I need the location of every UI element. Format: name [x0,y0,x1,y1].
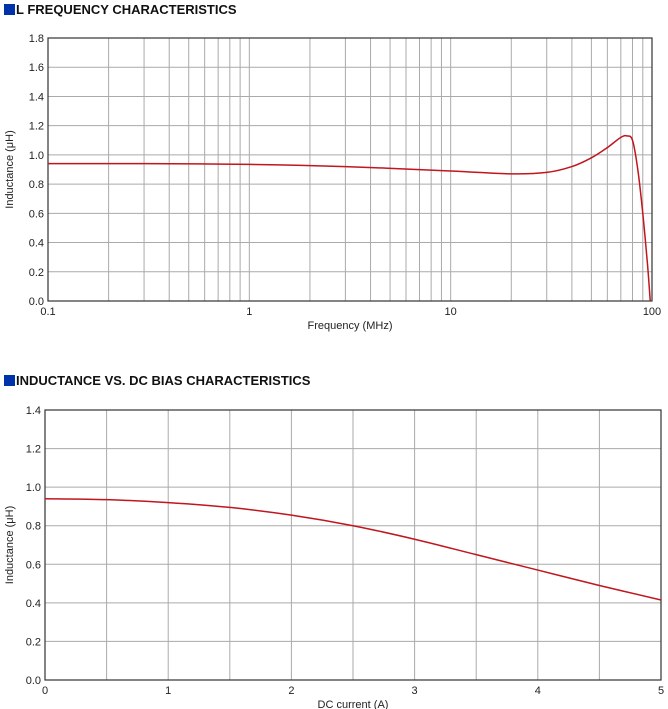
y-tick-label: 1.4 [26,405,41,417]
y-axis-label: Inductance (μH) [4,130,16,208]
chart1-title-text: L FREQUENCY CHARACTERISTICS [16,2,237,17]
y-tick-label: 1.0 [29,150,44,162]
chart2-title-text: INDUCTANCE VS. DC BIAS CHARACTERISTICS [16,373,311,388]
x-tick-label: 1 [246,306,252,318]
y-tick-label: 0.0 [29,296,44,308]
y-tick-label: 1.2 [29,121,44,133]
y-tick-label: 0.8 [26,521,41,533]
y-tick-label: 0.4 [26,598,41,610]
y-tick-label: 0.4 [29,238,44,250]
y-tick-label: 0.2 [26,636,41,648]
y-tick-label: 1.6 [29,62,44,74]
y-tick-label: 0.6 [26,559,41,571]
bullet-square-icon [4,4,15,15]
x-axis-label: DC current (A) [318,699,389,709]
chart1-title: L FREQUENCY CHARACTERISTICS [4,2,237,17]
x-tick-label: 1 [165,685,171,697]
y-tick-label: 0.6 [29,208,44,220]
plot-frame [44,409,662,681]
y-tick-label: 1.4 [29,91,44,103]
x-tick-label: 4 [535,685,541,697]
x-tick-label: 0.1 [40,306,55,318]
x-tick-label: 3 [412,685,418,697]
x-tick-label: 100 [643,306,661,318]
x-tick-label: 10 [445,306,457,318]
x-tick-label: 0 [42,685,48,697]
y-tick-label: 0.2 [29,267,44,279]
x-tick-label: 5 [658,685,664,697]
y-tick-label: 1.0 [26,482,41,494]
y-tick-label: 0.8 [29,179,44,191]
y-tick-label: 1.8 [29,33,44,45]
y-tick-label: 0.0 [26,675,41,687]
bullet-square-icon [4,375,15,386]
y-axis-label: Inductance (μH) [4,506,16,584]
chart2-title: INDUCTANCE VS. DC BIAS CHARACTERISTICS [4,373,310,388]
y-tick-label: 1.2 [26,444,41,456]
x-tick-label: 2 [288,685,294,697]
plot-frame [47,37,653,302]
x-axis-label: Frequency (MHz) [308,320,393,332]
series-line [47,134,651,302]
